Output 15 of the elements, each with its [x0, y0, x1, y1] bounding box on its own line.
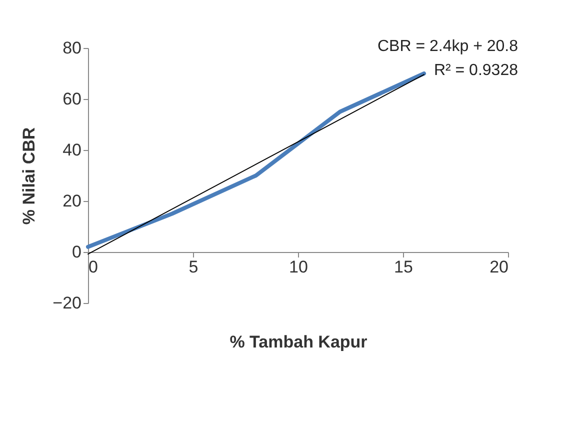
y-tick-label: 0 [72, 242, 82, 262]
y-tick-label: 20 [62, 192, 82, 210]
y-axis-title: % Nilai CBR [20, 127, 39, 225]
y-tick-label: 40 [62, 140, 82, 160]
annotation: CBR = 2.4kp + 20.8 [377, 38, 518, 55]
x-tick-label: 15 [394, 258, 413, 276]
y-tick-label: −20 [52, 294, 82, 312]
x-tick-label: 20 [490, 258, 508, 276]
x-tick-label: 0 [88, 258, 98, 276]
x-tick-label: 5 [188, 258, 198, 276]
x-tick-label: 10 [289, 258, 308, 276]
x-axis-title: % Tambah Kapur [230, 332, 368, 352]
y-tick-label: 80 [62, 38, 82, 58]
y-tick-label: 60 [62, 90, 82, 108]
annotation: R² = 0.9328 [434, 62, 518, 79]
